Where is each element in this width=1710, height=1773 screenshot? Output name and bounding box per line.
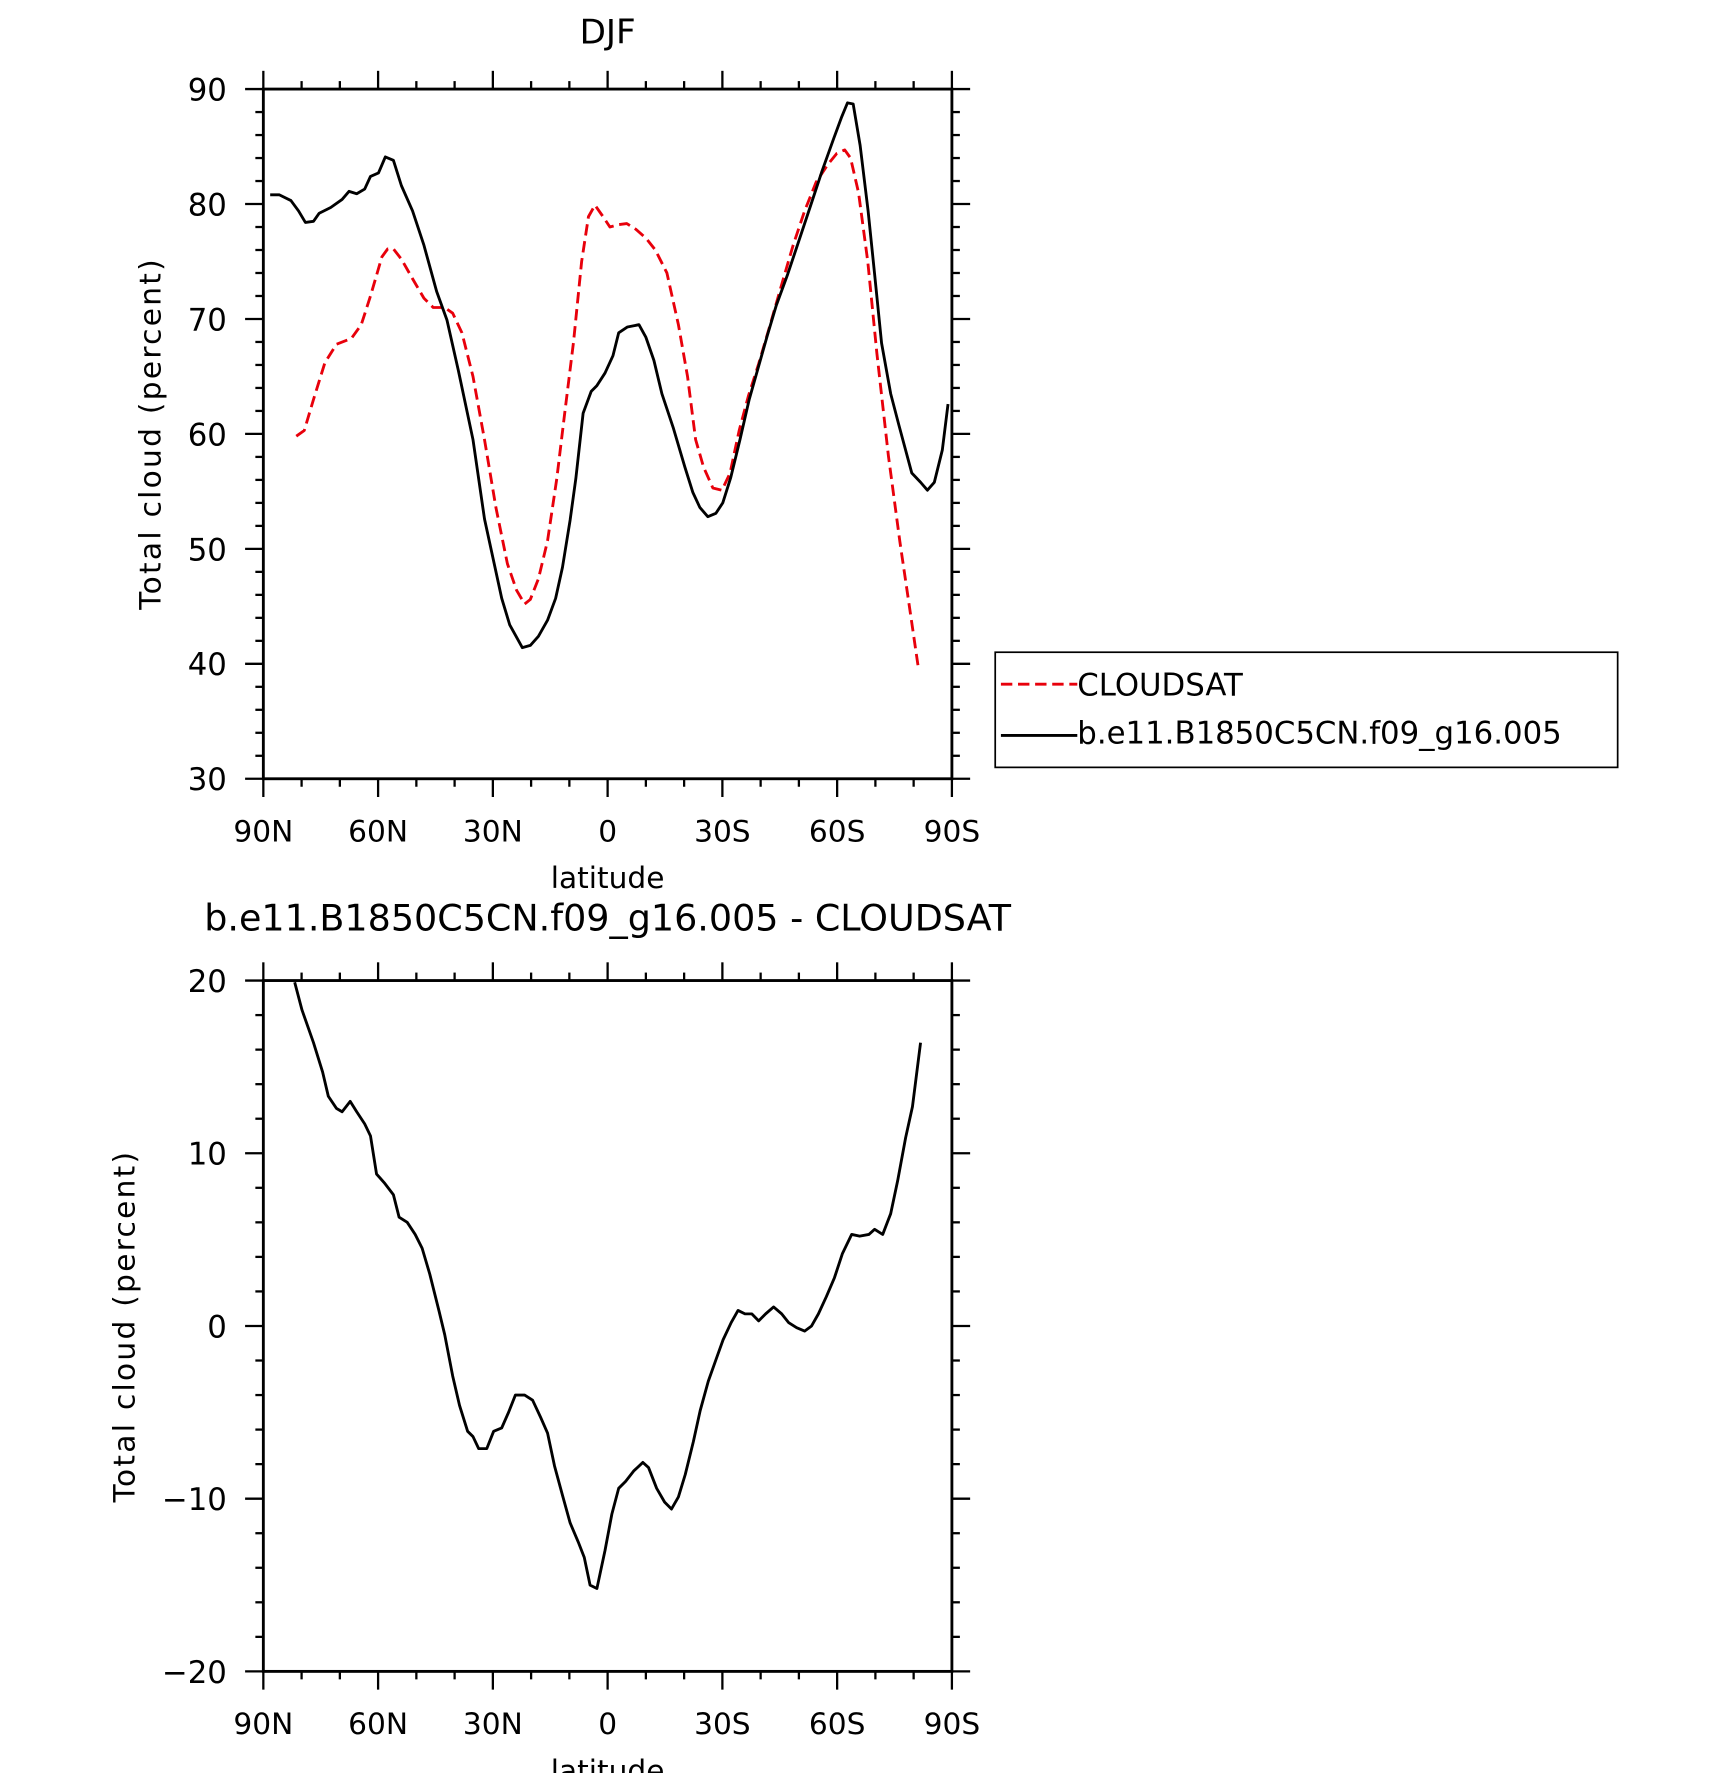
y-tick-label: 60 [188,417,227,453]
top-chart-djf: DJF latitude Total cloud (percent) CLOUD… [133,12,1619,895]
y-tick-label: 0 [207,1309,227,1345]
x-tick-label: 30S [694,1706,751,1741]
x-tick-label: 60S [809,1706,866,1741]
y-tick-label: 50 [188,532,227,568]
y-axis-label: Total cloud (percent) [133,257,168,611]
y-tick-label: 80 [188,187,227,223]
x-tick-label: 60N [348,813,408,848]
x-axis-label: latitude [551,1753,665,1773]
y-axis-label: Total cloud (percent) [107,1150,142,1504]
x-tick-label: 30S [694,813,751,848]
series-line-1 [270,101,950,650]
x-tick-label: 90S [924,813,981,848]
legend-label-model: b.e11.B1850C5CN.f09_g16.005 [1077,715,1561,751]
chart-title: DJF [580,12,636,52]
x-tick-label: 0 [598,813,617,848]
legend: CLOUDSAT b.e11.B1850C5CN.f09_g16.005 [994,651,1619,769]
y-tick-label: 90 [188,72,227,108]
x-tick-label: 30N [463,813,523,848]
series-line-0 [293,981,922,1590]
series-line-0 [295,148,920,668]
y-tick-label: 20 [188,964,227,1000]
chart-title: b.e11.B1850C5CN.f09_g16.005 - CLOUDSAT [204,896,1011,939]
bottom-chart-difference: b.e11.B1850C5CN.f09_g16.005 - CLOUDSAT l… [107,896,1012,1773]
x-tick-label: 90N [233,1706,293,1741]
x-tick-label: 60N [348,1706,408,1741]
x-tick-label: 90S [924,1706,981,1741]
legend-box [994,651,1619,769]
plot-frame [261,979,954,1673]
y-tick-label: 10 [188,1137,227,1173]
y-tick-label: 40 [188,647,227,683]
y-tick-label: 30 [188,762,227,798]
y-tick-label: −10 [162,1482,227,1518]
y-tick-label: 70 [188,302,227,338]
plot-frame [261,87,954,781]
y-tick-label: −20 [162,1655,227,1691]
x-tick-label: 60S [809,813,866,848]
x-axis-label: latitude [551,860,665,895]
x-tick-label: 0 [598,1706,617,1741]
x-tick-label: 30N [463,1706,523,1741]
x-tick-label: 90N [233,813,293,848]
legend-label-cloudsat: CLOUDSAT [1077,668,1243,704]
